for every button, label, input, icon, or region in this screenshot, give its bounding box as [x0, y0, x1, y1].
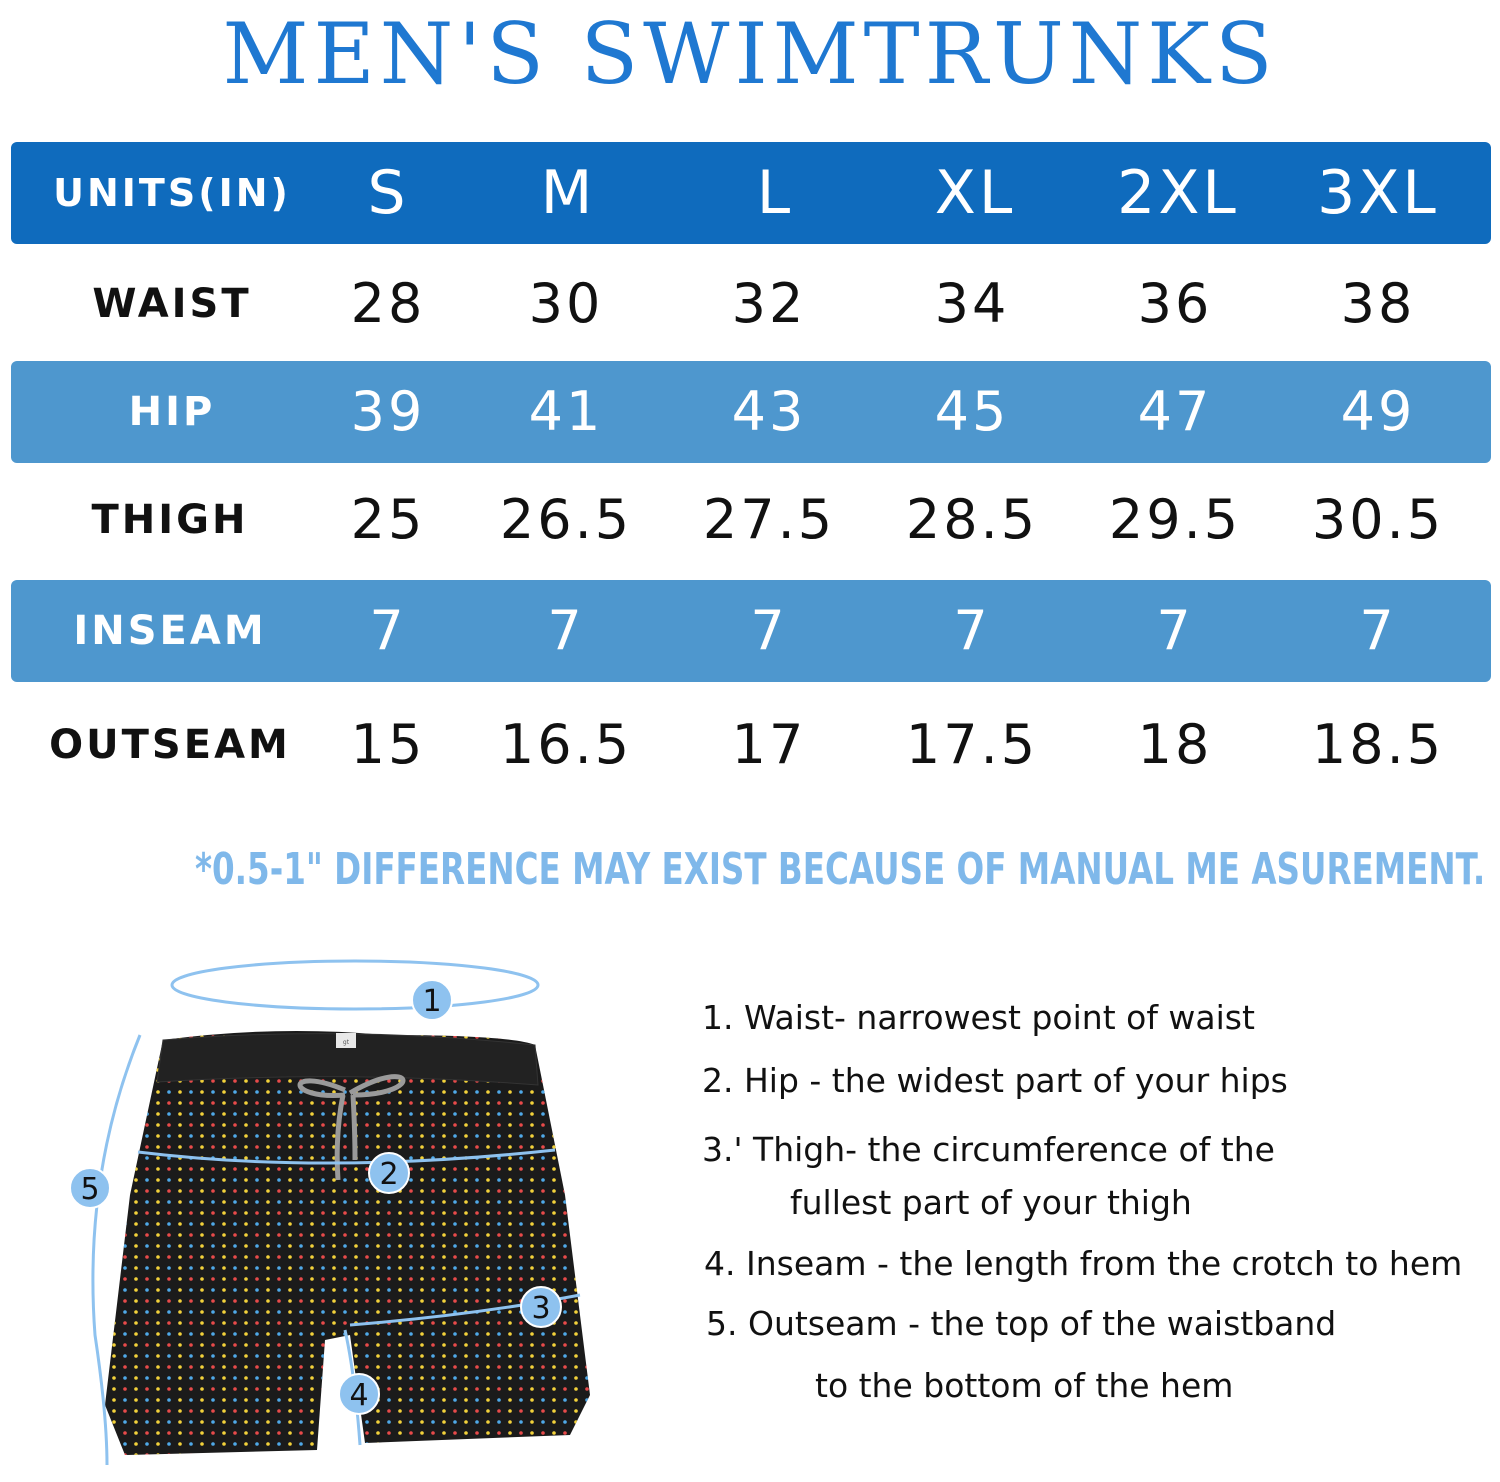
table-cell: 27.5 — [702, 488, 836, 551]
swim-trunks-diagram: gt 1 2 3 4 5 — [69, 959, 590, 1466]
table-cell: 18.5 — [1311, 713, 1445, 776]
marker-3: 3 — [520, 1286, 562, 1328]
chart-title: MEN'S SWIMTRUNKS — [222, 5, 1278, 103]
table-cell: 17.5 — [905, 713, 1039, 776]
size-header-row: UNITS(IN) S M L XL 2XL 3XL — [0, 142, 1500, 244]
size-xl: XL — [934, 158, 1016, 228]
marker-1: 1 — [411, 979, 453, 1021]
row-label-hip: HIP — [128, 389, 216, 435]
marker-5: 5 — [69, 1167, 111, 1209]
size-m: M — [540, 158, 596, 228]
size-2xl: 2XL — [1117, 158, 1239, 228]
svg-text:2: 2 — [379, 1157, 398, 1192]
table-cell: 43 — [731, 380, 807, 443]
guide-thigh-1: 3.' Thigh- the circumference of the — [702, 1130, 1275, 1169]
table-cell: 7 — [953, 599, 991, 662]
table-cell: 7 — [1359, 599, 1397, 662]
guide-waist: 1. Waist- narrowest point of waist — [702, 998, 1255, 1037]
row-label-outseam: OUTSEAM — [49, 722, 291, 768]
table-cell: 47 — [1137, 380, 1213, 443]
table-cell: 41 — [528, 380, 604, 443]
size-s: S — [367, 158, 409, 228]
table-cell: 18 — [1137, 713, 1213, 776]
guide-outseam-1: 5. Outseam - the top of the waistband — [706, 1304, 1337, 1343]
table-cell: 38 — [1340, 272, 1416, 335]
table-cell: 32 — [731, 272, 807, 335]
table-row: OUTSEAM 15 16.5 17 17.5 18 18.5 — [0, 694, 1500, 796]
table-cell: 28 — [350, 272, 426, 335]
row-label-inseam: INSEAM — [73, 608, 267, 654]
brand-tag — [336, 1033, 356, 1048]
table-cell: 16.5 — [499, 713, 633, 776]
guide-outseam-2: to the bottom of the hem — [815, 1366, 1234, 1405]
swim-trunks-graphic: gt — [105, 1031, 590, 1455]
hip-band — [11, 361, 1491, 463]
table-cell: 36 — [1137, 272, 1213, 335]
units-label: UNITS(IN) — [53, 171, 291, 215]
marker-2: 2 — [368, 1152, 410, 1194]
table-cell: 26.5 — [499, 488, 633, 551]
svg-text:3: 3 — [531, 1291, 550, 1326]
svg-text:5: 5 — [80, 1172, 99, 1207]
table-cell: 29.5 — [1108, 488, 1242, 551]
table-cell: 39 — [350, 380, 426, 443]
table-row: THIGH 25 26.5 27.5 28.5 29.5 30.5 — [0, 469, 1500, 571]
size-l: L — [756, 158, 794, 228]
table-row: INSEAM 7 7 7 7 7 7 — [0, 580, 1500, 682]
measurement-disclaimer: *0.5-1" DIFFERENCE MAY EXIST BECAUSE OF … — [195, 844, 1486, 895]
brand-tag-text: gt — [343, 1039, 350, 1046]
table-cell: 7 — [1156, 599, 1194, 662]
table-cell: 30 — [528, 272, 604, 335]
table-row: HIP 39 41 43 45 47 49 — [0, 361, 1500, 463]
row-label-thigh: THIGH — [91, 497, 249, 543]
measure-lines — [91, 959, 581, 1466]
marker-4: 4 — [338, 1373, 380, 1415]
header-band — [11, 142, 1491, 244]
table-cell: 7 — [547, 599, 585, 662]
table-cell: 28.5 — [905, 488, 1039, 551]
guide-thigh-2: fullest part of your thigh — [790, 1183, 1192, 1222]
guide-hip: 2. Hip - the widest part of your hips — [702, 1061, 1288, 1100]
table-cell: 45 — [934, 380, 1010, 443]
svg-text:1: 1 — [422, 984, 441, 1019]
drawstring — [297, 1074, 406, 1181]
table-cell: 7 — [369, 599, 407, 662]
guide-inseam: 4. Inseam - the length from the crotch t… — [704, 1244, 1463, 1283]
table-cell: 30.5 — [1311, 488, 1445, 551]
table-cell: 17 — [731, 713, 807, 776]
table-row: WAIST 28 30 32 34 36 38 — [0, 253, 1500, 355]
table-cell: 7 — [750, 599, 788, 662]
table-cell: 15 — [350, 713, 426, 776]
row-label-waist: WAIST — [92, 281, 252, 327]
svg-text:4: 4 — [349, 1378, 368, 1413]
table-cell: 25 — [350, 488, 426, 551]
table-cell: 49 — [1340, 380, 1416, 443]
inseam-band — [11, 580, 1491, 682]
table-cell: 34 — [934, 272, 1010, 335]
size-3xl: 3XL — [1317, 158, 1439, 228]
